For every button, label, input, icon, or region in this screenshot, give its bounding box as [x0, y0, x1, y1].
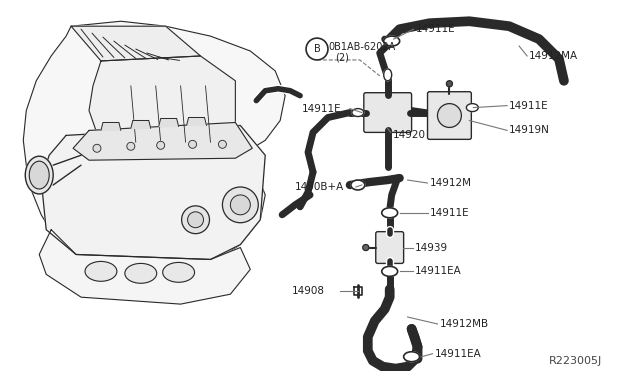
Text: 14911E: 14911E — [429, 208, 469, 218]
Circle shape — [218, 140, 227, 148]
Circle shape — [188, 212, 204, 228]
Text: 14912MA: 14912MA — [529, 51, 578, 61]
Ellipse shape — [404, 352, 420, 362]
Polygon shape — [159, 119, 179, 126]
Ellipse shape — [351, 180, 365, 190]
Circle shape — [182, 206, 209, 234]
Text: 0B1AB-6202A: 0B1AB-6202A — [328, 42, 396, 52]
Text: 1490B+A: 1490B+A — [295, 182, 344, 192]
Circle shape — [157, 141, 164, 149]
Polygon shape — [39, 230, 250, 304]
Text: 14920: 14920 — [393, 130, 426, 140]
Text: (2): (2) — [335, 53, 349, 63]
FancyBboxPatch shape — [376, 232, 404, 263]
Text: R223005J: R223005J — [549, 356, 602, 366]
Ellipse shape — [381, 266, 397, 276]
Circle shape — [93, 144, 101, 152]
Ellipse shape — [26, 156, 53, 194]
Ellipse shape — [352, 109, 364, 116]
Ellipse shape — [381, 208, 397, 218]
Text: 14911E: 14911E — [302, 103, 342, 113]
Ellipse shape — [384, 69, 392, 81]
Polygon shape — [101, 122, 121, 131]
Polygon shape — [23, 21, 285, 287]
FancyBboxPatch shape — [428, 92, 471, 140]
Text: 14939: 14939 — [415, 243, 448, 253]
Circle shape — [363, 244, 369, 250]
Circle shape — [230, 195, 250, 215]
Text: 14911EA: 14911EA — [415, 266, 461, 276]
Text: 14911E: 14911E — [509, 100, 549, 110]
Circle shape — [438, 104, 461, 128]
Polygon shape — [89, 56, 236, 148]
Text: 14911E: 14911E — [415, 24, 455, 34]
Ellipse shape — [467, 104, 478, 112]
Circle shape — [223, 187, 259, 223]
Ellipse shape — [29, 161, 49, 189]
Text: 14912MB: 14912MB — [440, 319, 488, 329]
Polygon shape — [187, 118, 207, 125]
Circle shape — [127, 142, 135, 150]
Polygon shape — [73, 122, 252, 160]
Ellipse shape — [163, 262, 195, 282]
Polygon shape — [71, 26, 200, 61]
Circle shape — [189, 140, 196, 148]
Text: 14911EA: 14911EA — [435, 349, 481, 359]
Text: 14919N: 14919N — [509, 125, 550, 135]
Ellipse shape — [384, 36, 399, 46]
Circle shape — [306, 38, 328, 60]
Polygon shape — [131, 121, 151, 128]
Polygon shape — [41, 125, 265, 259]
Text: B: B — [314, 44, 321, 54]
Circle shape — [447, 81, 452, 87]
FancyBboxPatch shape — [364, 93, 412, 132]
Ellipse shape — [85, 262, 117, 281]
Ellipse shape — [125, 263, 157, 283]
Text: 14908: 14908 — [292, 286, 325, 296]
Text: 14912M: 14912M — [429, 178, 472, 188]
